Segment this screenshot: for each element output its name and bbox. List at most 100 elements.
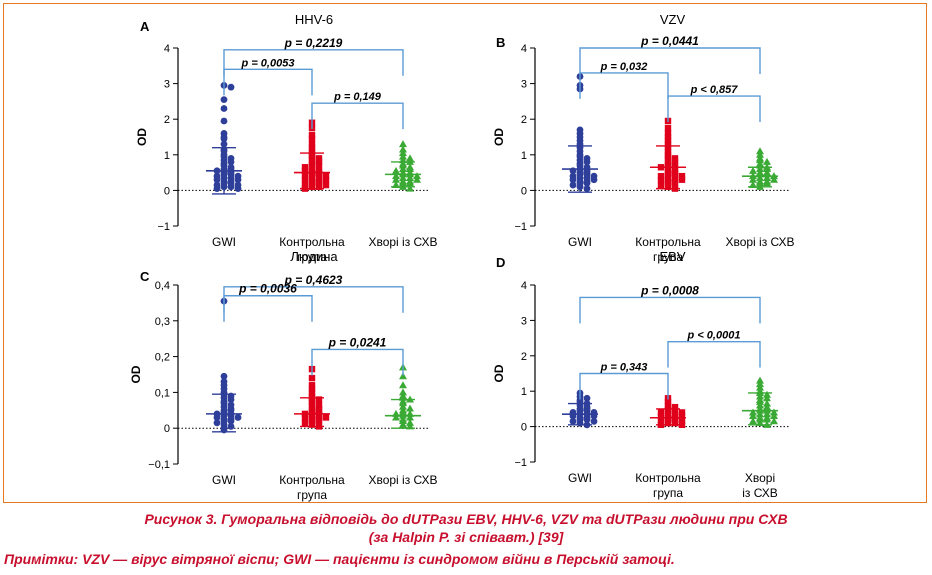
data-point bbox=[399, 145, 407, 153]
p-value-label: p = 0,4623 bbox=[284, 273, 343, 287]
p-value-label: p = 0,0053 bbox=[241, 57, 295, 69]
data-point bbox=[583, 394, 591, 402]
data-point bbox=[227, 183, 235, 191]
data-point bbox=[406, 165, 414, 173]
figure-note: Примітки: VZV — вірус вітряної віспи; GW… bbox=[4, 551, 675, 567]
data-point bbox=[756, 147, 764, 155]
data-point bbox=[590, 176, 598, 184]
p-value-label: p = 0,0441 bbox=[640, 34, 699, 48]
data-point bbox=[763, 179, 771, 187]
category-label: Контрольна bbox=[635, 235, 701, 249]
data-point bbox=[315, 158, 323, 166]
data-point bbox=[234, 414, 242, 421]
data-point bbox=[406, 154, 414, 162]
data-point bbox=[406, 413, 414, 421]
data-point bbox=[308, 135, 316, 142]
data-point bbox=[227, 417, 235, 425]
y-tick-label: 0,4 bbox=[155, 280, 170, 292]
data-point bbox=[308, 389, 316, 396]
y-tick-label: 0,3 bbox=[155, 316, 170, 328]
significance-bracket bbox=[579, 372, 669, 400]
data-point bbox=[671, 407, 679, 414]
data-point bbox=[671, 162, 679, 169]
p-value-label: p < 0,0001 bbox=[687, 330, 741, 342]
data-point bbox=[227, 396, 235, 403]
category-label: група bbox=[653, 250, 683, 264]
data-point bbox=[308, 144, 316, 151]
data-point bbox=[234, 185, 242, 193]
data-point bbox=[657, 172, 665, 180]
y-tick-label: 2 bbox=[521, 351, 527, 363]
data-point bbox=[301, 419, 309, 427]
category-label: із СХВ bbox=[742, 486, 778, 500]
data-point bbox=[763, 415, 771, 423]
data-point bbox=[213, 185, 221, 193]
y-tick-label: −0,1 bbox=[148, 459, 170, 471]
data-point bbox=[770, 175, 778, 183]
figure-caption-source: (за Halpin P. зі співавт.) [39] bbox=[368, 529, 564, 545]
data-point bbox=[678, 412, 686, 420]
data-point bbox=[671, 158, 679, 166]
data-point bbox=[671, 416, 679, 423]
data-point bbox=[220, 140, 228, 148]
data-point bbox=[569, 181, 577, 189]
category-label: Хворі із СХВ bbox=[725, 235, 794, 249]
y-tick-label: 0 bbox=[164, 185, 170, 197]
data-point bbox=[763, 399, 771, 407]
p-value-label: p = 0,343 bbox=[600, 362, 648, 374]
data-point bbox=[227, 423, 235, 430]
y-tick-label: −1 bbox=[514, 221, 527, 233]
p-value-label: p = 0,2219 bbox=[284, 36, 343, 50]
data-point bbox=[308, 374, 316, 382]
category-label: Контрольна bbox=[279, 473, 345, 487]
data-point bbox=[315, 155, 323, 162]
data-point bbox=[664, 124, 672, 132]
y-tick-label: 1 bbox=[164, 150, 170, 162]
data-point bbox=[678, 418, 686, 425]
data-point bbox=[763, 410, 771, 418]
y-tick-label: 0,2 bbox=[155, 352, 170, 364]
category-label: GWI bbox=[568, 471, 592, 485]
data-point bbox=[315, 183, 323, 191]
data-point bbox=[213, 414, 221, 421]
data-point bbox=[657, 176, 665, 183]
data-point bbox=[770, 408, 778, 416]
y-tick-label: 0,1 bbox=[155, 387, 170, 399]
panel-letter: C bbox=[140, 269, 150, 284]
data-point bbox=[749, 175, 757, 183]
data-point bbox=[399, 372, 407, 380]
y-tick-label: 1 bbox=[521, 150, 527, 162]
data-point bbox=[315, 412, 323, 419]
data-point bbox=[664, 137, 672, 144]
data-point bbox=[678, 176, 686, 183]
data-point bbox=[315, 396, 323, 403]
significance-bracket bbox=[223, 68, 313, 96]
data-point bbox=[406, 173, 414, 181]
data-point bbox=[664, 130, 672, 137]
category-label: Хворі із СХВ bbox=[368, 473, 437, 487]
y-tick-label: 2 bbox=[164, 114, 170, 126]
data-point bbox=[234, 176, 242, 184]
data-point bbox=[322, 176, 330, 183]
data-point bbox=[678, 421, 686, 429]
y-tick-label: −1 bbox=[514, 457, 527, 469]
data-point bbox=[308, 132, 316, 139]
data-point bbox=[671, 155, 679, 162]
data-point bbox=[322, 172, 330, 180]
y-tick-label: 1 bbox=[521, 386, 527, 398]
data-point bbox=[749, 166, 757, 174]
data-point bbox=[392, 413, 400, 421]
data-point bbox=[399, 388, 407, 396]
category-label: Хворі із СХВ bbox=[368, 235, 437, 249]
y-tick-label: 3 bbox=[164, 79, 170, 91]
data-point bbox=[763, 157, 771, 165]
data-point bbox=[664, 140, 672, 148]
data-point bbox=[220, 372, 228, 380]
data-point bbox=[227, 158, 235, 166]
y-tick-label: 4 bbox=[521, 43, 527, 55]
data-point bbox=[392, 172, 400, 180]
data-point bbox=[392, 166, 400, 174]
